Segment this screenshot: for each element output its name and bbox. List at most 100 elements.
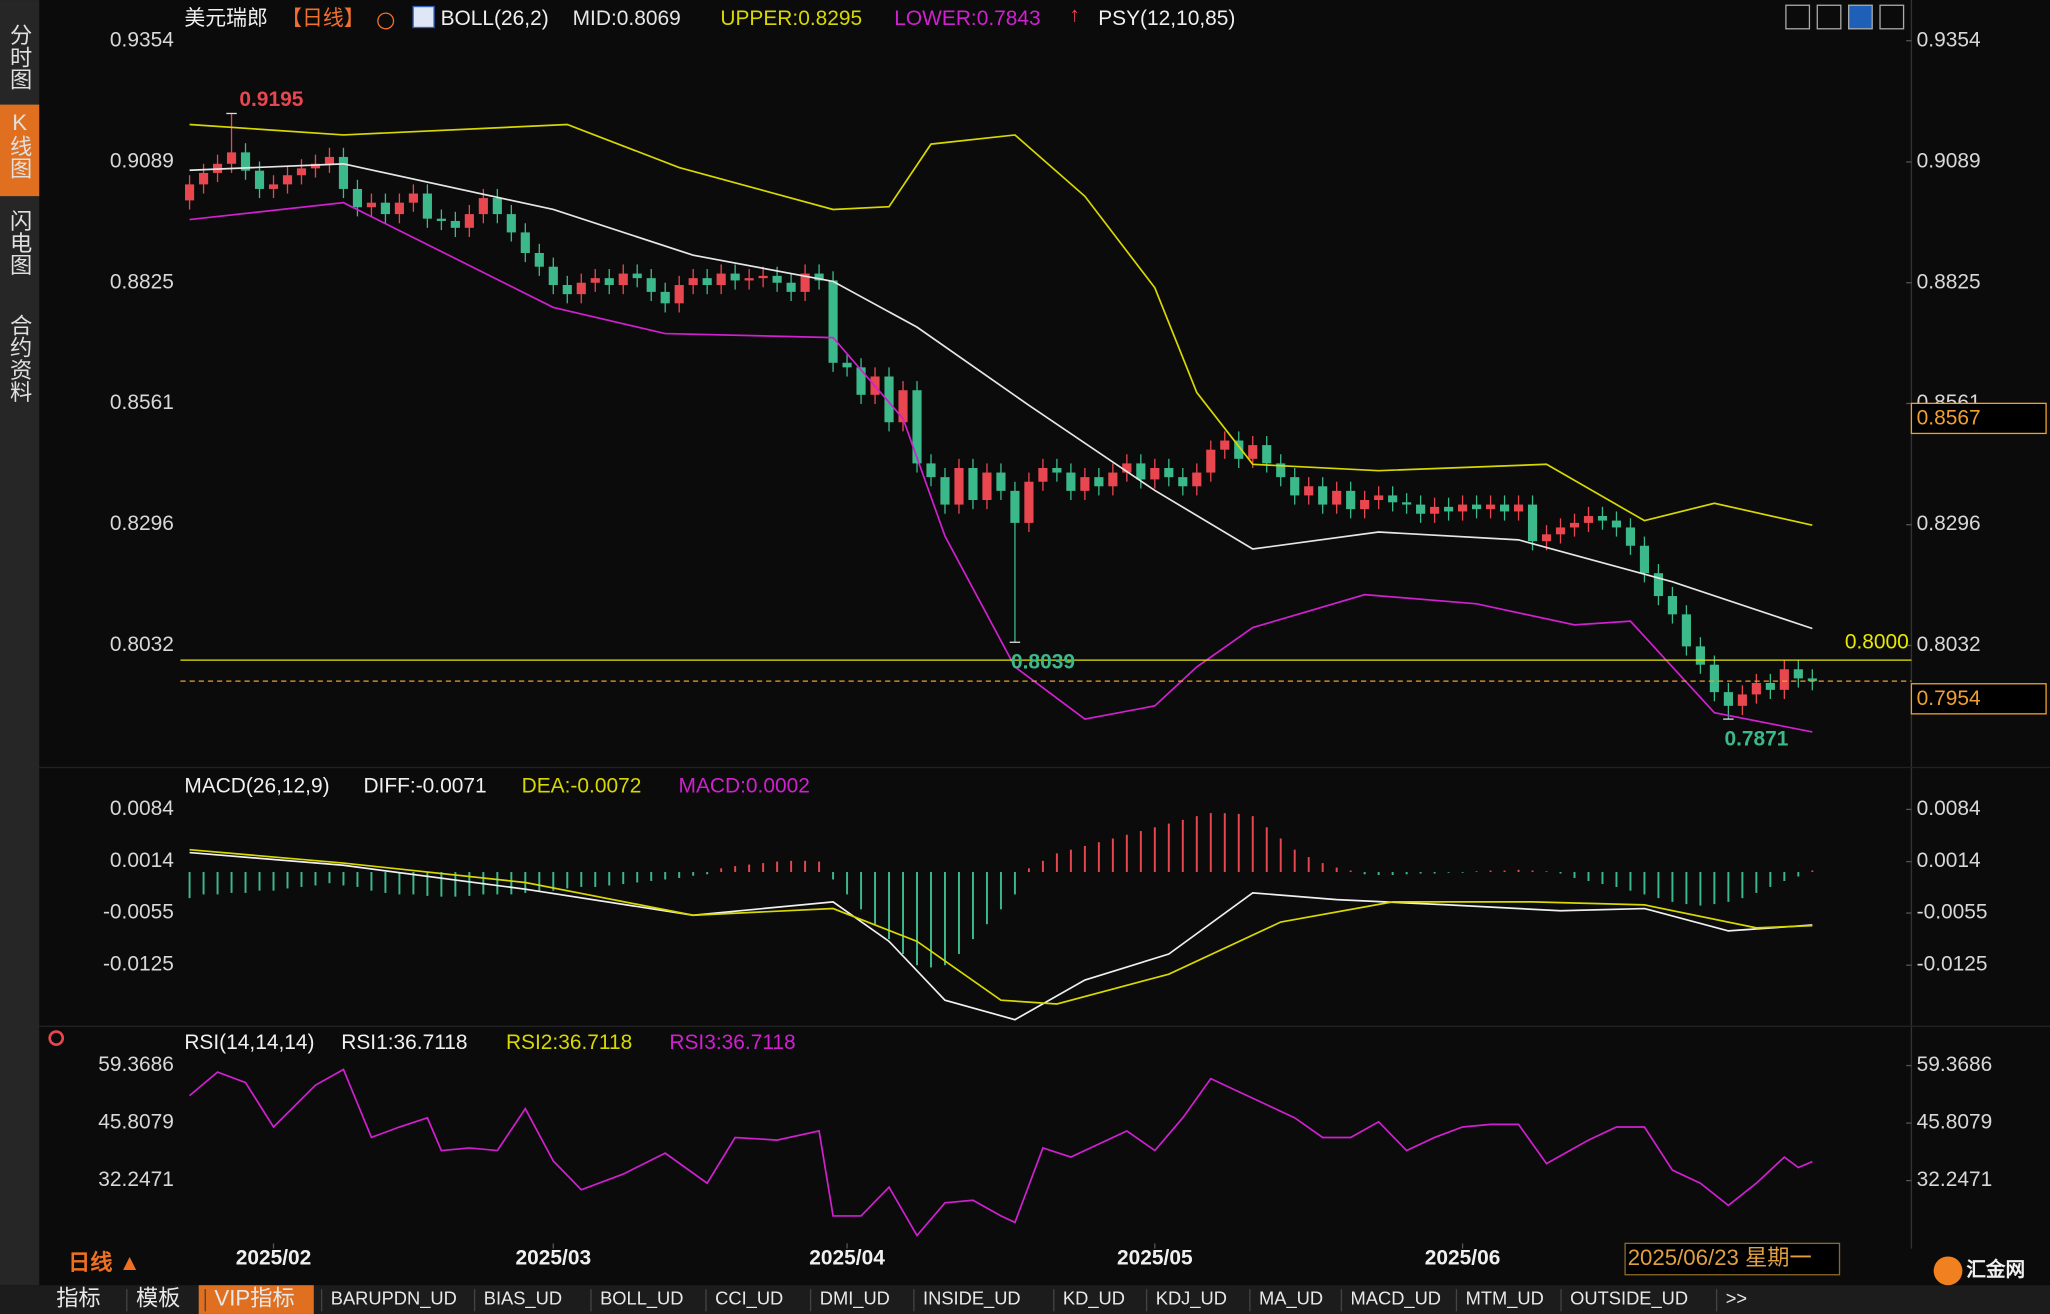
candle-body (800, 273, 810, 292)
y-tick-label: 0.0014 (1917, 849, 1981, 872)
icon[interactable] (1816, 4, 1842, 30)
candle-body (1625, 527, 1636, 546)
candle-body (240, 152, 251, 171)
candle-body (1052, 467, 1062, 473)
candle-body (450, 220, 460, 228)
candle-body (1793, 669, 1803, 679)
candle-body (1639, 545, 1650, 574)
legend-entry: RSI3:36.7118 (669, 1031, 795, 1054)
candle-body (464, 214, 474, 228)
candle-body (1220, 440, 1230, 450)
y-tick-label: 0.9354 (1917, 28, 1981, 51)
candle-body (1094, 477, 1104, 487)
candle-body (660, 291, 670, 304)
bottom-tab[interactable]: VIP指标 (214, 1285, 294, 1310)
candle-body (618, 273, 628, 286)
candle-body (1192, 472, 1202, 487)
bottom-tab[interactable]: MACD_UD (1351, 1287, 1441, 1309)
x-tick-label: 2025/04 (809, 1247, 885, 1270)
bottom-tab[interactable]: MA_UD (1259, 1287, 1323, 1309)
logo-icon (1933, 1256, 1963, 1286)
chart-title: 美元瑞郎 (184, 7, 268, 30)
bottom-tab[interactable]: MTM_UD (1466, 1287, 1544, 1309)
candle-body (772, 275, 782, 283)
candle-body (1737, 694, 1747, 706)
candle-body (1611, 520, 1622, 528)
bottom-tab[interactable]: OUTSIDE_UD (1570, 1287, 1688, 1309)
add-icon[interactable] (377, 12, 395, 30)
y-tick-label: 0.9354 (110, 28, 174, 51)
cursor-date: 2025/06/23 星期一 (1628, 1245, 1812, 1270)
legend-entry: MACD:0.0002 (679, 775, 810, 798)
candle-body (1122, 463, 1132, 473)
bottom-tab[interactable]: BIAS_UD (484, 1287, 562, 1309)
candle-body (1388, 495, 1398, 503)
candle-body (1290, 477, 1300, 496)
bottom-tab[interactable]: BARUPDN_UD (331, 1287, 457, 1309)
candle-body (674, 285, 684, 304)
bottom-tab[interactable]: >> (1726, 1287, 1747, 1308)
candle-body (1751, 682, 1761, 695)
candle-body (380, 202, 390, 215)
candle-body (814, 273, 824, 281)
candle-body (1402, 502, 1412, 505)
candle-body (716, 273, 726, 286)
candle-body (352, 188, 363, 208)
candle-body (198, 172, 209, 185)
bottom-tab[interactable]: 指标 (56, 1285, 100, 1310)
candle-body (478, 198, 488, 215)
y-tick-label: 0.8561 (110, 391, 174, 414)
candle-body (828, 280, 838, 363)
candle-body (1150, 467, 1160, 480)
candle-body (1108, 472, 1118, 487)
bottom-tab[interactable]: INSIDE_UD (923, 1287, 1021, 1309)
candle-body (1136, 463, 1146, 480)
x-tick-label: 2025/06 (1425, 1247, 1501, 1270)
candle-body (548, 266, 558, 286)
bottom-tab-active (198, 1285, 314, 1314)
candle-body (1709, 664, 1719, 693)
candle-body (436, 218, 446, 221)
side-tab[interactable]: 分时图 (7, 23, 32, 90)
candle-body (1667, 596, 1677, 615)
candle-body (1597, 516, 1608, 521)
bottom-tab[interactable]: CCI_UD (715, 1287, 783, 1309)
toolbar-icons[interactable] (1785, 4, 1905, 30)
annotation: 0.7871 (1724, 728, 1788, 751)
candle-body (1555, 527, 1566, 535)
candle-body (338, 156, 349, 189)
bottom-tab[interactable]: KD_UD (1063, 1287, 1125, 1309)
side-tab[interactable]: 合约资料 (7, 313, 32, 403)
candle-body (534, 252, 544, 267)
y-tick-label: -0.0055 (103, 901, 174, 924)
candle-body (646, 278, 656, 292)
bottom-tab[interactable]: DMI_UD (820, 1287, 890, 1309)
candle-body (1430, 506, 1440, 514)
candle-body (226, 152, 237, 164)
legend-entry: LOWER:0.7843 (894, 7, 1040, 30)
side-tab[interactable]: 闪电图 (7, 209, 32, 276)
side-tab-active (0, 104, 40, 197)
candle-body (632, 273, 642, 279)
candle-body (366, 202, 377, 208)
bottom-tab[interactable]: KDJ_UD (1156, 1287, 1227, 1309)
candle-body (982, 472, 992, 501)
icon[interactable] (1785, 4, 1811, 30)
y-tick-label: 0.8296 (1917, 512, 1981, 535)
panel-title: RSI(14,14,14) (184, 1031, 314, 1054)
y-tick-label: -0.0125 (1917, 953, 1988, 976)
candle-body (394, 202, 404, 215)
candle-body (898, 390, 908, 423)
arrow-icon: ↑ (1069, 3, 1079, 26)
indicator-line (189, 123, 1813, 527)
bottom-tab[interactable]: 模板 (136, 1285, 180, 1310)
candle-body (1458, 504, 1468, 512)
legend-entry: DEA:-0.0072 (522, 775, 642, 798)
bottom-tab[interactable]: BOLL_UD (600, 1287, 683, 1309)
candle-body (1374, 495, 1384, 501)
icon[interactable] (1848, 4, 1873, 30)
candle-body (954, 467, 964, 505)
candle-body (730, 273, 740, 281)
side-tab[interactable]: K线图 (7, 110, 32, 180)
icon[interactable] (1879, 4, 1905, 30)
